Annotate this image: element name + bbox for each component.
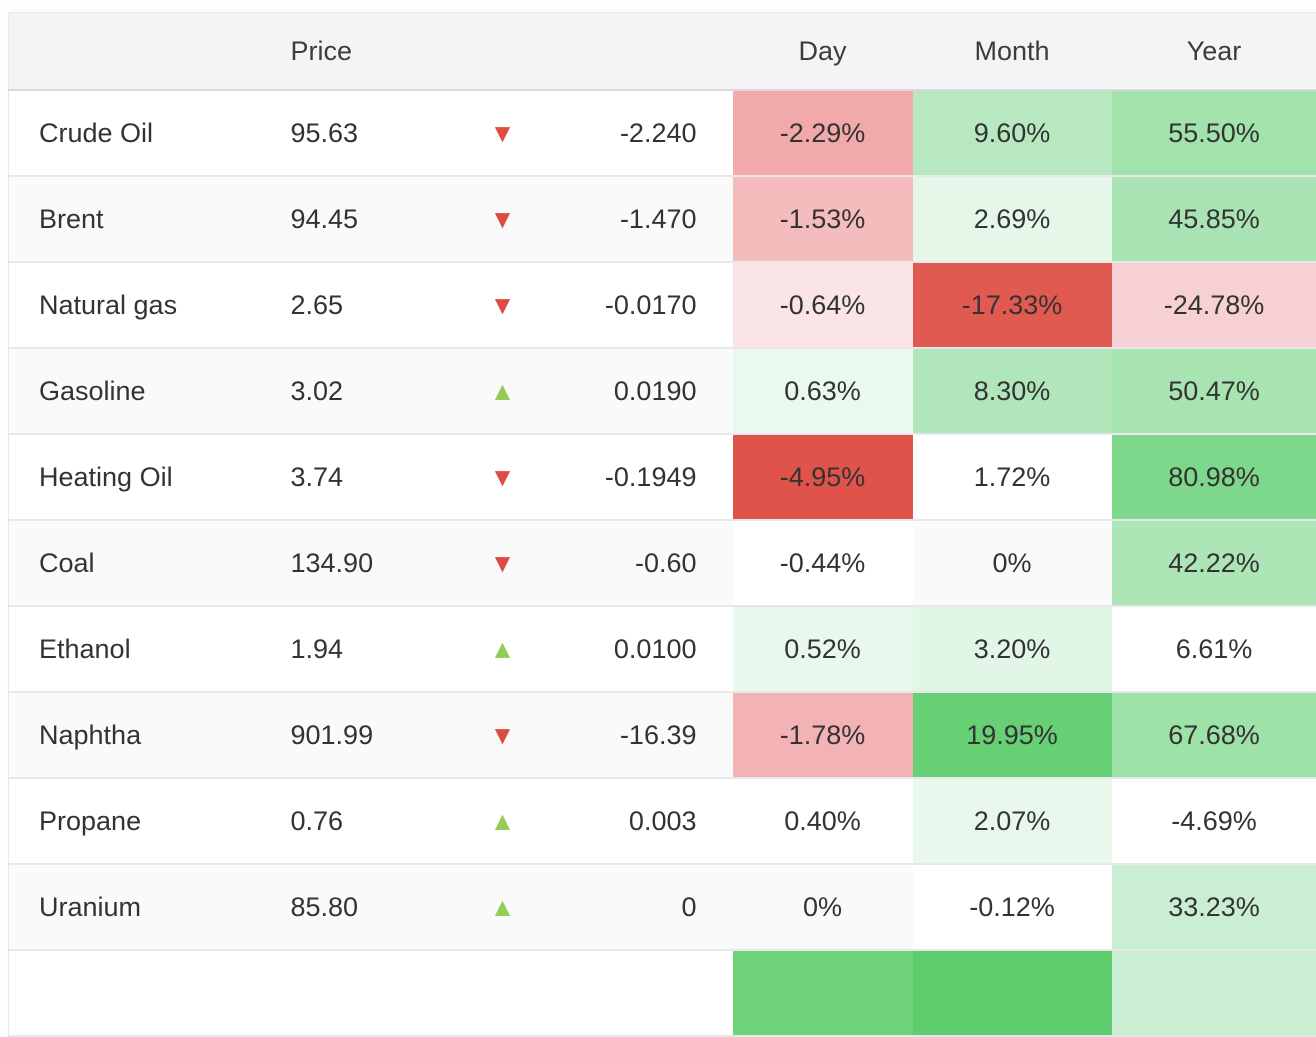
month-change-cell: 0% xyxy=(913,520,1112,606)
change-cell: -0.1949 xyxy=(533,434,733,520)
change-cell: 0.003 xyxy=(533,778,733,864)
day-change-cell: -0.64% xyxy=(733,262,913,348)
header-year: Year xyxy=(1112,13,1316,91)
direction-arrow-icon: ▲ xyxy=(473,778,533,864)
price-cell: 134.90 xyxy=(283,520,473,606)
direction-arrow-icon: ▼ xyxy=(473,692,533,778)
change-cell: -0.60 xyxy=(533,520,733,606)
direction-arrow-icon: ▼ xyxy=(473,434,533,520)
commodity-name[interactable]: Coal xyxy=(9,520,283,606)
year-change-cell: -4.69% xyxy=(1112,778,1316,864)
direction-arrow-icon: ▲ xyxy=(473,606,533,692)
table-row-natural-gas[interactable]: Natural gas 2.65 ▼ -0.0170 -0.64% -17.33… xyxy=(9,262,1316,348)
day-change-cell xyxy=(733,950,913,1036)
price-cell: 3.02 xyxy=(283,348,473,434)
year-change-cell: 6.61% xyxy=(1112,606,1316,692)
direction-arrow-icon: ▼ xyxy=(473,520,533,606)
month-change-cell: -0.12% xyxy=(913,864,1112,950)
day-change-cell: 0.52% xyxy=(733,606,913,692)
direction-arrow-icon: ▼ xyxy=(473,262,533,348)
day-change-cell: 0.63% xyxy=(733,348,913,434)
change-cell: -16.39 xyxy=(533,692,733,778)
commodity-name[interactable]: Heating Oil xyxy=(9,434,283,520)
change-cell: 0 xyxy=(533,864,733,950)
price-cell: 85.80 xyxy=(283,864,473,950)
header-month: Month xyxy=(913,13,1112,91)
day-change-cell: -2.29% xyxy=(733,90,913,176)
year-change-cell: 50.47% xyxy=(1112,348,1316,434)
day-change-cell: 0% xyxy=(733,864,913,950)
commodities-table: Price Day Month Year Crude Oil 95.63 ▼ -… xyxy=(8,12,1316,1037)
commodity-name[interactable]: Crude Oil xyxy=(9,90,283,176)
month-change-cell: 2.69% xyxy=(913,176,1112,262)
month-change-cell xyxy=(913,950,1112,1036)
month-change-cell: 19.95% xyxy=(913,692,1112,778)
table-row-naphtha[interactable]: Naphtha 901.99 ▼ -16.39 -1.78% 19.95% 67… xyxy=(9,692,1316,778)
header-row: Price Day Month Year xyxy=(9,13,1316,91)
change-cell xyxy=(533,950,733,1036)
price-cell xyxy=(283,950,473,1036)
day-change-cell: -4.95% xyxy=(733,434,913,520)
price-cell: 2.65 xyxy=(283,262,473,348)
table-row-gasoline[interactable]: Gasoline 3.02 ▲ 0.0190 0.63% 8.30% 50.47… xyxy=(9,348,1316,434)
change-cell: 0.0100 xyxy=(533,606,733,692)
direction-arrow-icon: ▼ xyxy=(473,90,533,176)
direction-arrow-icon xyxy=(473,950,533,1036)
year-change-cell: 42.22% xyxy=(1112,520,1316,606)
change-cell: -2.240 xyxy=(533,90,733,176)
change-cell: -0.0170 xyxy=(533,262,733,348)
year-change-cell: 55.50% xyxy=(1112,90,1316,176)
day-change-cell: -1.53% xyxy=(733,176,913,262)
day-change-cell: -0.44% xyxy=(733,520,913,606)
table-body: Crude Oil 95.63 ▼ -2.240 -2.29% 9.60% 55… xyxy=(9,90,1316,1036)
header-price: Price xyxy=(283,13,473,91)
header-day: Day xyxy=(733,13,913,91)
price-cell: 3.74 xyxy=(283,434,473,520)
commodity-name xyxy=(9,950,283,1036)
header-name xyxy=(9,13,283,91)
change-cell: -1.470 xyxy=(533,176,733,262)
table-header: Price Day Month Year xyxy=(9,13,1316,91)
header-spacer-arrow xyxy=(473,13,533,91)
table-row-coal[interactable]: Coal 134.90 ▼ -0.60 -0.44% 0% 42.22% xyxy=(9,520,1316,606)
commodity-name[interactable]: Brent xyxy=(9,176,283,262)
month-change-cell: -17.33% xyxy=(913,262,1112,348)
table-row-partial[interactable] xyxy=(9,950,1316,1036)
table-row-propane[interactable]: Propane 0.76 ▲ 0.003 0.40% 2.07% -4.69% xyxy=(9,778,1316,864)
price-cell: 1.94 xyxy=(283,606,473,692)
commodity-name[interactable]: Naphtha xyxy=(9,692,283,778)
header-spacer-change xyxy=(533,13,733,91)
year-change-cell: -24.78% xyxy=(1112,262,1316,348)
direction-arrow-icon: ▲ xyxy=(473,348,533,434)
year-change-cell: 33.23% xyxy=(1112,864,1316,950)
direction-arrow-icon: ▲ xyxy=(473,864,533,950)
commodity-name[interactable]: Natural gas xyxy=(9,262,283,348)
day-change-cell: 0.40% xyxy=(733,778,913,864)
year-change-cell: 67.68% xyxy=(1112,692,1316,778)
direction-arrow-icon: ▼ xyxy=(473,176,533,262)
commodity-name[interactable]: Ethanol xyxy=(9,606,283,692)
price-cell: 0.76 xyxy=(283,778,473,864)
day-change-cell: -1.78% xyxy=(733,692,913,778)
table-row-ethanol[interactable]: Ethanol 1.94 ▲ 0.0100 0.52% 3.20% 6.61% xyxy=(9,606,1316,692)
price-cell: 95.63 xyxy=(283,90,473,176)
month-change-cell: 2.07% xyxy=(913,778,1112,864)
year-change-cell xyxy=(1112,950,1316,1036)
price-cell: 94.45 xyxy=(283,176,473,262)
month-change-cell: 3.20% xyxy=(913,606,1112,692)
month-change-cell: 8.30% xyxy=(913,348,1112,434)
table-row-crude-oil[interactable]: Crude Oil 95.63 ▼ -2.240 -2.29% 9.60% 55… xyxy=(9,90,1316,176)
month-change-cell: 1.72% xyxy=(913,434,1112,520)
change-cell: 0.0190 xyxy=(533,348,733,434)
commodity-name[interactable]: Gasoline xyxy=(9,348,283,434)
year-change-cell: 80.98% xyxy=(1112,434,1316,520)
table-row-uranium[interactable]: Uranium 85.80 ▲ 0 0% -0.12% 33.23% xyxy=(9,864,1316,950)
year-change-cell: 45.85% xyxy=(1112,176,1316,262)
month-change-cell: 9.60% xyxy=(913,90,1112,176)
commodity-name[interactable]: Propane xyxy=(9,778,283,864)
table-row-brent[interactable]: Brent 94.45 ▼ -1.470 -1.53% 2.69% 45.85% xyxy=(9,176,1316,262)
commodity-name[interactable]: Uranium xyxy=(9,864,283,950)
table-row-heating-oil[interactable]: Heating Oil 3.74 ▼ -0.1949 -4.95% 1.72% … xyxy=(9,434,1316,520)
price-cell: 901.99 xyxy=(283,692,473,778)
